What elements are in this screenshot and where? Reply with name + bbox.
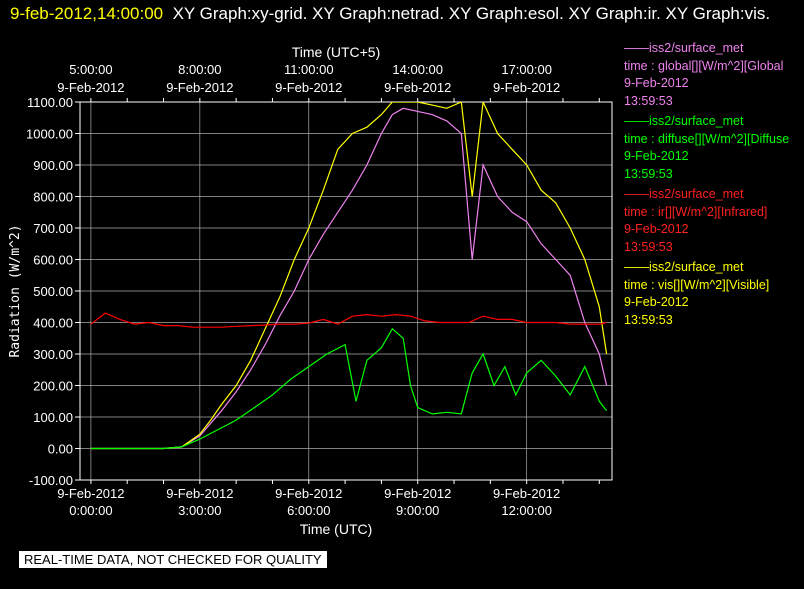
y-axis-label: Radiation (W/m^2) — [8, 224, 23, 357]
x2-tick-label-time: 5:00:00 — [69, 62, 112, 77]
x2-tick-label-date: 9-Feb-2012 — [275, 80, 342, 95]
y-tick-label: 1100.00 — [27, 95, 73, 110]
legend-time: 13:59:53 — [624, 166, 673, 181]
x-tick-label-date: 9-Feb-2012 — [57, 486, 124, 501]
x2-tick-label-time: 11:00:00 — [284, 62, 334, 77]
legend-date: 9-Feb-2012 — [624, 295, 689, 309]
header-title: 9-feb-2012,14:00:00 XY Graph:xy-grid. XY… — [10, 2, 800, 25]
legend: ——iss2/surface_met time : global[][W/m^2… — [624, 40, 804, 332]
legend-date: 9-Feb-2012 — [624, 76, 689, 90]
x-tick-label-time: 3:00:00 — [178, 503, 221, 518]
x-tick-label-date: 9-Feb-2012 — [384, 486, 451, 501]
x2-tick-label-time: 17:00:00 — [501, 62, 552, 77]
legend-field: time : ir[][W/m^2][Infrared] — [624, 204, 768, 219]
x-tick-label-date: 9-Feb-2012 — [493, 486, 560, 501]
quality-notice: REAL-TIME DATA, NOT CHECKED FOR QUALITY — [19, 551, 327, 568]
x-tick-label-date: 9-Feb-2012 — [275, 486, 342, 501]
x2-tick-label-date: 9-Feb-2012 — [384, 80, 451, 95]
x2-tick-label-time: 8:00:00 — [178, 62, 221, 77]
x-tick-label-time: 9:00:00 — [396, 503, 439, 518]
y-tick-label: 700.00 — [33, 221, 73, 236]
legend-source: ——iss2/surface_met — [624, 260, 744, 274]
y-tick-label: 0.00 — [48, 442, 73, 457]
legend-date: 9-Feb-2012 — [624, 149, 689, 163]
x2-tick-label-date: 9-Feb-2012 — [166, 80, 233, 95]
legend-field: time : vis[][W/m^2][Visible] — [624, 277, 770, 292]
legend-source: ——iss2/surface_met — [624, 41, 744, 55]
x-tick-label-time: 6:00:00 — [287, 503, 330, 518]
x2-axis-label: Time (UTC+5) — [292, 44, 381, 60]
y-tick-label: 200.00 — [33, 379, 73, 394]
x-tick-label-date: 9-Feb-2012 — [166, 486, 233, 501]
legend-entry-diffuse: ——iss2/surface_met time : diffuse[][W/m^… — [624, 113, 804, 183]
legend-entry-global: ——iss2/surface_met time : global[][W/m^2… — [624, 40, 804, 110]
y-tick-label: 100.00 — [33, 410, 73, 425]
x2-tick-label-date: 9-Feb-2012 — [57, 80, 124, 95]
x2-tick-label-time: 14:00:00 — [392, 62, 443, 77]
y-tick-label: 800.00 — [33, 190, 73, 205]
header-timestamp: 9-feb-2012,14:00:00 — [10, 4, 164, 23]
x-tick-label-time: 12:00:00 — [501, 503, 552, 518]
y-tick-label: -100.00 — [29, 473, 73, 488]
series-line-global — [90, 107, 608, 450]
y-tick-label: 400.00 — [33, 316, 73, 331]
legend-entry-ir: ——iss2/surface_met time : ir[][W/m^2][In… — [624, 186, 804, 256]
legend-field: time : diffuse[][W/m^2][Diffuse — [624, 131, 790, 146]
y-tick-label: 1000.00 — [26, 127, 73, 142]
legend-date: 9-Feb-2012 — [624, 222, 689, 236]
legend-time: 13:59:53 — [624, 239, 673, 254]
y-tick-label: 300.00 — [33, 347, 73, 362]
series-line-ir — [90, 312, 607, 328]
y-tick-label: 600.00 — [33, 253, 73, 268]
legend-source: ——iss2/surface_met — [624, 187, 744, 201]
legend-source: ——iss2/surface_met — [624, 114, 744, 128]
legend-field: time : global[][W/m^2][Global — [624, 58, 784, 73]
series-line-vis — [90, 102, 608, 450]
series-line-diffuse — [90, 327, 608, 450]
legend-entry-vis: ——iss2/surface_met time : vis[][W/m^2][V… — [624, 259, 804, 329]
x-tick-label-time: 0:00:00 — [69, 503, 112, 518]
legend-time: 13:59:53 — [624, 312, 673, 327]
y-tick-label: 500.00 — [33, 284, 73, 299]
y-tick-label: 900.00 — [33, 158, 73, 173]
header-graph-list: XY Graph:xy-grid. XY Graph:netrad. XY Gr… — [172, 4, 771, 23]
legend-time: 13:59:53 — [624, 93, 673, 108]
x-axis-label: Time (UTC) — [300, 521, 373, 537]
x2-tick-label-date: 9-Feb-2012 — [493, 80, 560, 95]
